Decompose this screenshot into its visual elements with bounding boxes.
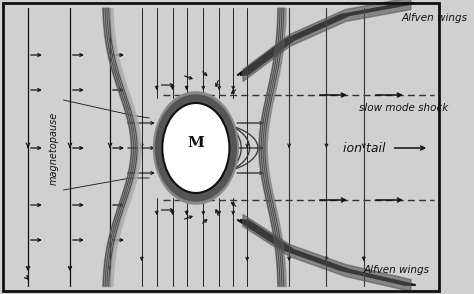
Text: Alfven wings: Alfven wings — [401, 13, 467, 23]
Ellipse shape — [162, 103, 229, 193]
Text: magnetopause: magnetopause — [49, 111, 59, 185]
Text: slow mode shock: slow mode shock — [359, 103, 448, 113]
Text: ion tail: ion tail — [343, 141, 385, 155]
Text: Alfven wings: Alfven wings — [364, 265, 430, 275]
Text: M: M — [187, 136, 204, 150]
